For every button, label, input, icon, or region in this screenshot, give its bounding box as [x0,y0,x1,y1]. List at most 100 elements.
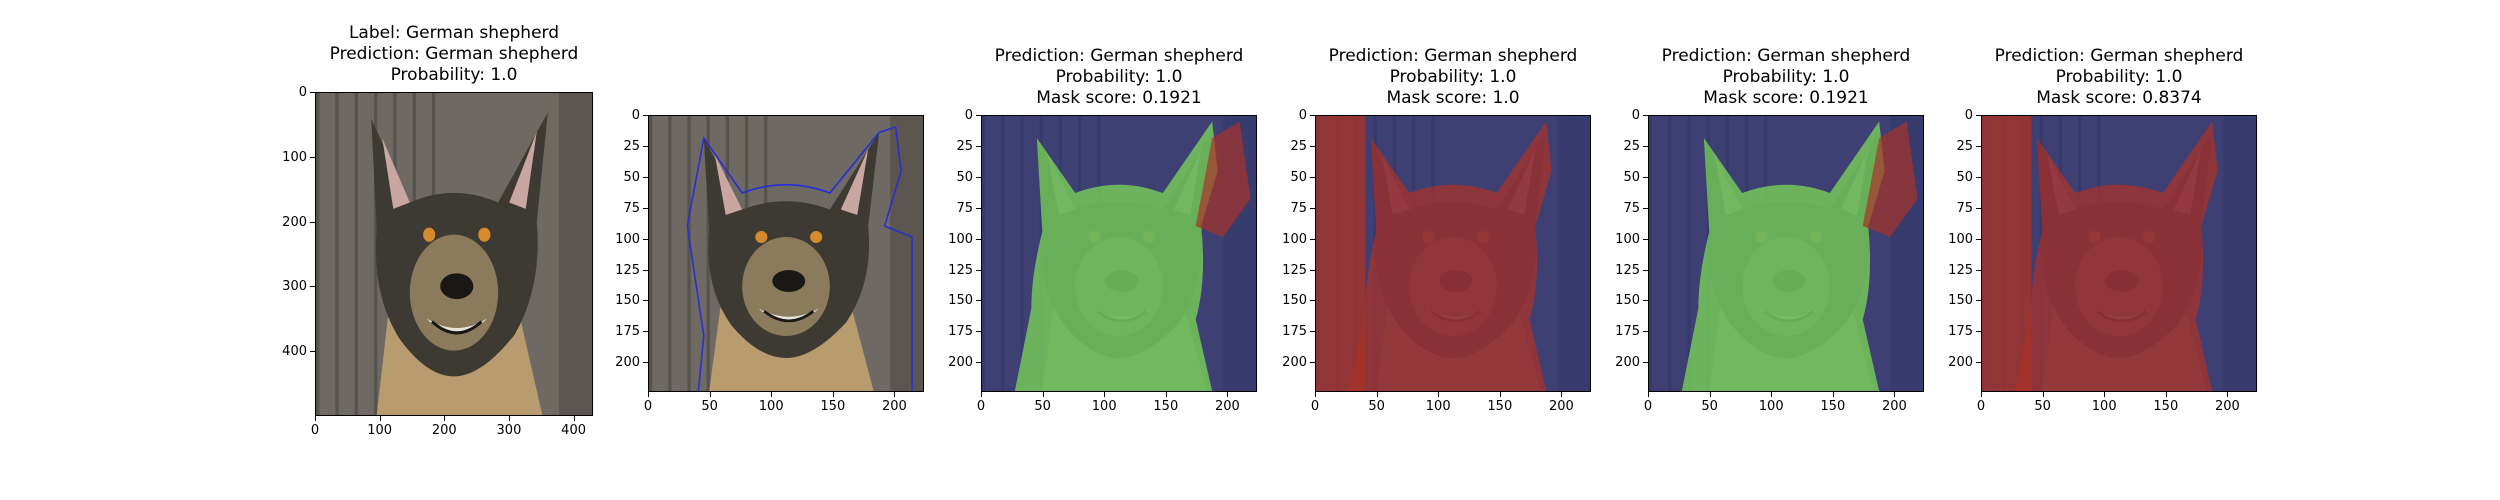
y-tick-mark [1643,362,1648,364]
y-tick-mark [976,331,981,333]
y-tick-mark [1310,176,1315,178]
y-tick-mark [1310,115,1315,116]
y-tick-mark [1976,362,1981,364]
x-tick-mark [771,392,773,397]
x-tick-mark [1832,392,1834,397]
y-tick-label: 0 [1964,108,1973,123]
subplot-panel: Prediction: German shepherd Probability: … [1615,46,1924,413]
y-tick-mark [1310,207,1315,209]
x-tick-mark [1561,392,1563,397]
y-tick-mark [643,145,648,147]
x-tick-label: 150 [1153,399,1179,414]
x-tick-mark [508,416,510,421]
subplot-panel: Prediction: German shepherd Probability: … [948,46,1257,413]
y-tick-label: 150 [948,293,973,309]
x-tick-label: 50 [1034,399,1051,414]
y-tick-mark [643,176,648,178]
panel-title-line: Probability: 1.0 [1389,67,1517,87]
x-tick-label: 200 [2215,399,2240,414]
x-tick-mark [1042,392,1044,397]
y-tick-label: 100 [615,231,640,247]
y-tick-label: 0 [298,85,307,100]
x-tick-mark [444,416,446,421]
y-tick-mark [310,156,315,158]
x-tick-label: 0 [1976,399,1986,414]
y-tick-label: 0 [1298,108,1307,123]
x-tick-mark [1499,392,1501,397]
y-tick-mark [976,362,981,364]
y-tick-label: 200 [615,355,640,371]
y-tick-mark [1643,331,1648,333]
y-tick-mark [1976,207,1981,209]
x-tick-label: 100 [1425,399,1451,414]
panel-title-line: Mask score: 0.1921 [1703,88,1869,108]
y-tick-label: 400 [282,344,307,360]
y-tick-mark [1310,145,1315,147]
y-tick-label: 100 [1615,231,1640,247]
panel-title-line: Mask score: 1.0 [1386,88,1520,108]
y-tick-label: 150 [1615,293,1640,309]
panel-title-line: Prediction: German shepherd [1661,46,1911,66]
y-tick-mark [976,207,981,209]
y-tick-label: 200 [1948,355,1973,371]
y-tick-label: 75 [1623,200,1640,216]
y-tick-mark [1643,145,1648,147]
y-tick-label: 25 [1623,138,1640,154]
x-tick-label: 150 [820,399,846,414]
y-tick-mark [310,221,315,223]
dog-image [1982,116,2256,391]
y-tick-label: 0 [1631,108,1640,123]
y-tick-label: 125 [1948,262,1973,278]
y-tick-mark [1976,300,1981,302]
y-tick-label: 200 [282,214,307,230]
x-tick-mark [315,416,316,421]
x-tick-label: 0 [976,399,986,414]
x-tick-label: 50 [2034,399,2051,414]
dog-image [982,116,1256,391]
y-tick-label: 25 [1290,138,1307,154]
y-tick-mark [976,238,981,240]
y-tick-label: 50 [1956,169,1973,185]
x-tick-mark [1709,392,1711,397]
x-tick-label: 100 [758,399,784,414]
y-tick-label: 75 [956,200,973,216]
x-tick-label: 200 [431,423,457,438]
x-tick-label: 0 [643,399,653,414]
y-tick-label: 75 [623,200,640,216]
x-tick-label: 200 [1549,399,1574,414]
x-tick-label: 200 [882,399,907,414]
x-tick-label: 150 [2153,399,2179,414]
y-tick-mark [643,269,648,271]
y-tick-mark [1643,269,1648,271]
panel-title-line: Prediction: German shepherd [994,46,1244,66]
panel-title-line: Label: German shepherd [348,23,560,43]
x-tick-mark [1438,392,1440,397]
y-tick-label: 125 [948,262,973,278]
y-tick-label: 125 [1282,262,1307,278]
y-tick-label: 25 [623,138,640,154]
y-tick-mark [976,145,981,147]
x-tick-label: 0 [1643,399,1653,414]
x-tick-label: 200 [1882,399,1907,414]
y-tick-mark [643,331,648,333]
x-tick-mark [1104,392,1106,397]
y-tick-mark [976,115,981,116]
x-tick-mark [709,392,711,397]
image-axes [1981,115,2257,392]
x-tick-label: 100 [2091,399,2117,414]
y-tick-label: 75 [1290,200,1307,216]
y-tick-label: 50 [956,169,973,185]
y-tick-mark [1976,145,1981,147]
x-tick-mark [832,392,834,397]
x-tick-mark [573,416,575,421]
panel-title-line: Prediction: German shepherd [1994,46,2244,66]
y-tick-label: 175 [615,324,640,340]
y-tick-label: 150 [1282,293,1307,309]
y-tick-mark [1643,300,1648,302]
y-tick-mark [643,300,648,302]
y-tick-mark [643,115,648,116]
y-tick-label: 175 [1948,324,1973,340]
y-tick-mark [1643,238,1648,240]
x-tick-mark [1894,392,1896,397]
